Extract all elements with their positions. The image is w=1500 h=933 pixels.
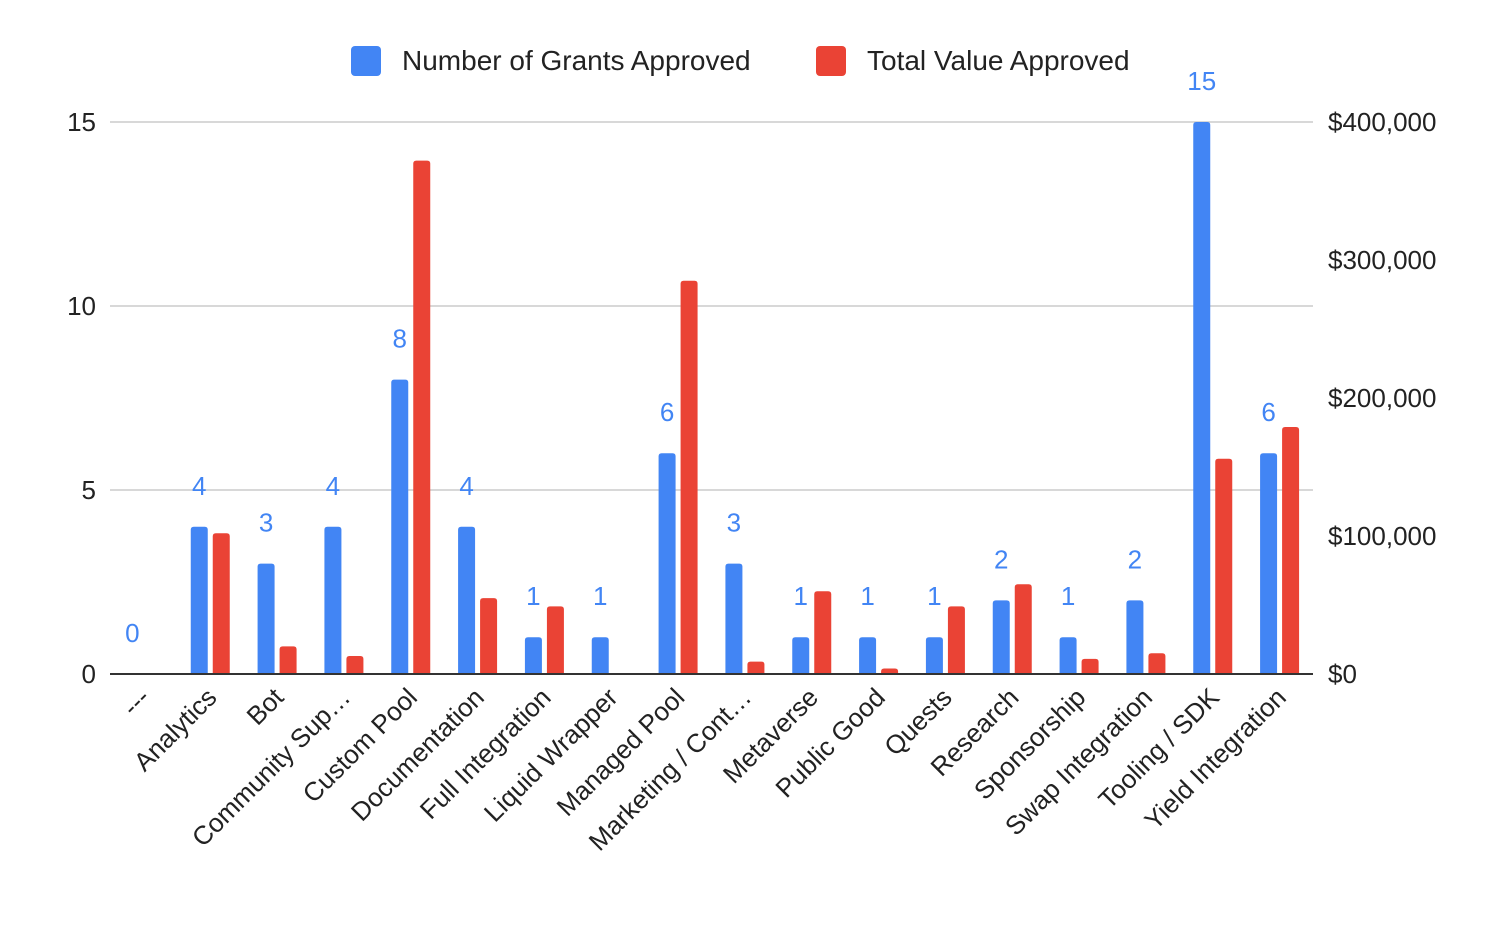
bar-value-research[interactable] <box>1014 584 1032 674</box>
data-label-grants-sponsorship: 1 <box>1061 581 1075 611</box>
bar-value-documentation[interactable] <box>480 598 498 674</box>
legend-item-value[interactable]: Total Value Approved <box>816 45 1130 76</box>
data-label-grants-public-good: 1 <box>860 581 874 611</box>
bar-value-swap-integration[interactable] <box>1148 653 1166 674</box>
right-axis-tick-label: $400,000 <box>1328 107 1436 137</box>
bar-grants-full-integration[interactable] <box>524 637 542 674</box>
left-axis-tick-label: 15 <box>67 107 96 137</box>
right-axis-tick-label: $300,000 <box>1328 245 1436 275</box>
bar-value-tooling-sdk[interactable] <box>1215 458 1233 674</box>
bar-grants-research[interactable] <box>992 600 1010 674</box>
bar-grants-sponsorship[interactable] <box>1059 637 1077 674</box>
bar-value-quests[interactable] <box>947 606 965 674</box>
bar-grants-community-sup[interactable] <box>324 526 342 674</box>
bar-grants-public-good[interactable] <box>859 637 877 674</box>
x-axis-category-label: --- <box>116 682 156 722</box>
bar-value-yield-integration[interactable] <box>1282 426 1300 674</box>
data-label-grants-none: 0 <box>125 618 139 648</box>
gridlines <box>110 121 1313 491</box>
legend-swatch <box>351 46 381 76</box>
data-label-grants-yield-integration: 6 <box>1261 397 1275 427</box>
bar-grants-custom-pool[interactable] <box>391 379 409 674</box>
data-label-grants-research: 2 <box>994 544 1008 574</box>
right-axis-tick-label: $100,000 <box>1328 521 1436 551</box>
right-axis-tick-label: $200,000 <box>1328 383 1436 413</box>
bar-value-custom-pool[interactable] <box>413 160 431 674</box>
data-label-grants-custom-pool: 8 <box>393 324 407 354</box>
bar-grants-metaverse[interactable] <box>792 637 810 674</box>
data-label-grants-metaverse: 1 <box>794 581 808 611</box>
bar-grants-managed-pool[interactable] <box>658 453 676 674</box>
data-label-grants-marketing-cont: 3 <box>727 508 741 538</box>
bar-value-marketing-cont[interactable] <box>747 661 765 674</box>
legend[interactable]: Number of Grants Approved Total Value App… <box>351 45 1130 76</box>
bar-value-managed-pool[interactable] <box>680 280 698 674</box>
bar-grants-bot[interactable] <box>257 563 275 674</box>
bar-value-bot[interactable] <box>279 646 297 674</box>
bar-grants-swap-integration[interactable] <box>1126 600 1144 674</box>
data-label-grants-quests: 1 <box>927 581 941 611</box>
right-axis-tick-label: $0 <box>1328 659 1357 689</box>
bar-grants-liquid-wrapper[interactable] <box>591 637 609 674</box>
bar-value-community-sup[interactable] <box>346 656 364 674</box>
bar-grants-tooling-sdk[interactable] <box>1193 122 1211 674</box>
bar-grants-analytics[interactable] <box>190 526 208 674</box>
bar-value-public-good[interactable] <box>881 668 899 674</box>
bar-grants-marketing-cont[interactable] <box>725 563 743 674</box>
bar-grants-quests[interactable] <box>925 637 943 674</box>
x-axis-category-label: Bot <box>241 681 290 730</box>
data-label-grants-bot: 3 <box>259 508 273 538</box>
data-label-grants-documentation: 4 <box>459 471 473 501</box>
data-label-grants-swap-integration: 2 <box>1128 544 1142 574</box>
bar-value-analytics[interactable] <box>212 533 230 674</box>
left-axis-tick-label: 10 <box>67 291 96 321</box>
data-labels: 0 4 3 4 8 4 1 1 6 3 1 1 1 2 1 2 15 6 <box>125 66 1276 648</box>
legend-item-grants[interactable]: Number of Grants Approved <box>351 45 751 76</box>
bar-grants-yield-integration[interactable] <box>1260 453 1278 674</box>
bar-grants-documentation[interactable] <box>458 526 476 674</box>
data-label-grants-community-sup: 4 <box>326 471 340 501</box>
bar-value-metaverse[interactable] <box>814 591 832 674</box>
legend-swatch <box>816 46 846 76</box>
left-axis-tick-label: 5 <box>82 475 96 505</box>
bar-value-full-integration[interactable] <box>546 606 564 674</box>
data-label-grants-liquid-wrapper: 1 <box>593 581 607 611</box>
data-label-grants-analytics: 4 <box>192 471 206 501</box>
data-label-grants-full-integration: 1 <box>526 581 540 611</box>
legend-label: Number of Grants Approved <box>402 45 751 76</box>
bars <box>190 122 1300 674</box>
data-label-grants-managed-pool: 6 <box>660 397 674 427</box>
legend-label: Total Value Approved <box>867 45 1130 76</box>
data-label-grants-tooling-sdk: 15 <box>1187 66 1216 96</box>
bar-value-sponsorship[interactable] <box>1081 658 1099 674</box>
left-axis-tick-label: 0 <box>82 659 96 689</box>
